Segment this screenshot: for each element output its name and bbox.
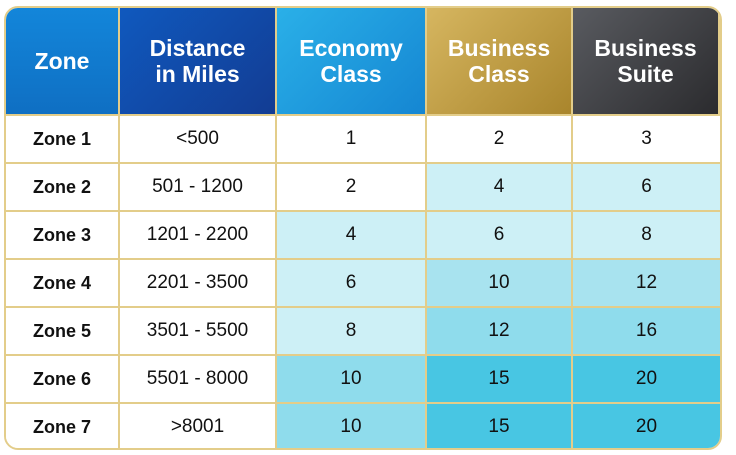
distance-cell: 501 - 1200 bbox=[120, 162, 277, 210]
header-zone: Zone bbox=[6, 8, 120, 114]
header-distance-label: Distance in Miles bbox=[149, 35, 246, 87]
header-business-class: Business Class bbox=[427, 8, 573, 114]
zone-cell: Zone 7 bbox=[6, 402, 120, 448]
zone-cell: Zone 6 bbox=[6, 354, 120, 402]
economy-cell: 4 bbox=[277, 210, 427, 258]
distance-cell: 1201 - 2200 bbox=[120, 210, 277, 258]
distance-cell: 3501 - 5500 bbox=[120, 306, 277, 354]
business-cell: 4 bbox=[427, 162, 573, 210]
economy-cell: 10 bbox=[277, 354, 427, 402]
zone-cell: Zone 4 bbox=[6, 258, 120, 306]
suite-cell: 3 bbox=[573, 114, 720, 162]
business-cell: 10 bbox=[427, 258, 573, 306]
header-distance: Distance in Miles bbox=[120, 8, 277, 114]
header-suite-label: Business Suite bbox=[594, 35, 697, 87]
economy-cell: 2 bbox=[277, 162, 427, 210]
zone-cell: Zone 1 bbox=[6, 114, 120, 162]
distance-cell: 2201 - 3500 bbox=[120, 258, 277, 306]
zone-cell: Zone 5 bbox=[6, 306, 120, 354]
suite-cell: 12 bbox=[573, 258, 720, 306]
table-grid: Zone Distance in Miles Economy Class Bus… bbox=[6, 8, 720, 448]
suite-cell: 20 bbox=[573, 402, 720, 448]
header-economy-class: Economy Class bbox=[277, 8, 427, 114]
business-cell: 15 bbox=[427, 402, 573, 448]
business-cell: 6 bbox=[427, 210, 573, 258]
header-business-label: Business Class bbox=[447, 35, 551, 87]
suite-cell: 6 bbox=[573, 162, 720, 210]
header-business-suite: Business Suite bbox=[573, 8, 720, 114]
business-cell: 12 bbox=[427, 306, 573, 354]
zone-cell: Zone 2 bbox=[6, 162, 120, 210]
header-economy-label: Economy Class bbox=[299, 35, 403, 87]
business-cell: 15 bbox=[427, 354, 573, 402]
suite-cell: 16 bbox=[573, 306, 720, 354]
economy-cell: 10 bbox=[277, 402, 427, 448]
suite-cell: 20 bbox=[573, 354, 720, 402]
header-zone-label: Zone bbox=[34, 48, 90, 74]
distance-cell: <500 bbox=[120, 114, 277, 162]
economy-cell: 8 bbox=[277, 306, 427, 354]
zone-fare-table: Zone Distance in Miles Economy Class Bus… bbox=[4, 6, 722, 450]
suite-cell: 8 bbox=[573, 210, 720, 258]
business-cell: 2 bbox=[427, 114, 573, 162]
economy-cell: 6 bbox=[277, 258, 427, 306]
distance-cell: >8001 bbox=[120, 402, 277, 448]
distance-cell: 5501 - 8000 bbox=[120, 354, 277, 402]
zone-cell: Zone 3 bbox=[6, 210, 120, 258]
economy-cell: 1 bbox=[277, 114, 427, 162]
